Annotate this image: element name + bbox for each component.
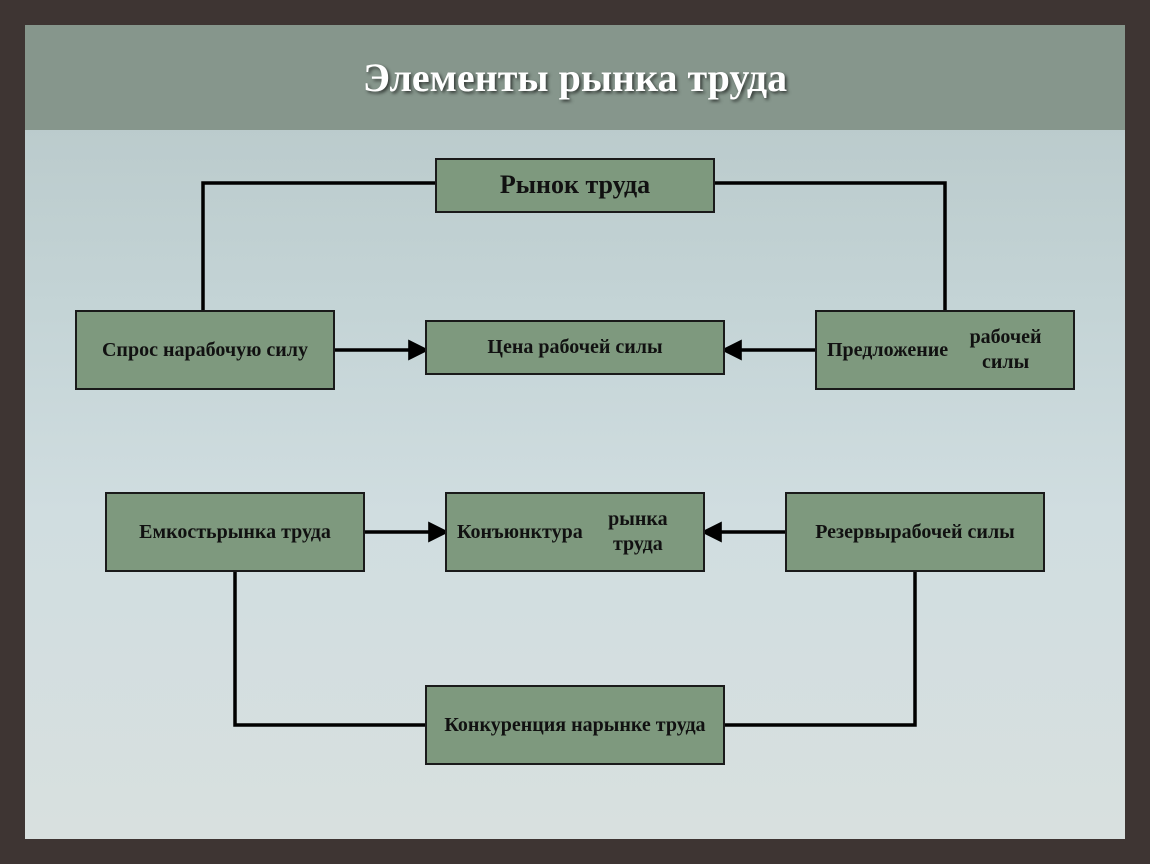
node-conj: Конъюнктурарынка труда xyxy=(445,492,705,572)
edge-root-demand xyxy=(203,183,435,310)
node-compet: Конкуренция нарынке труда xyxy=(425,685,725,765)
node-demand: Спрос нарабочую силу xyxy=(75,310,335,390)
slide-title: Элементы рынка труда xyxy=(363,54,787,101)
node-supply: Предложениерабочей силы xyxy=(815,310,1075,390)
title-band: Элементы рынка труда xyxy=(25,25,1125,130)
node-reserves: Резервырабочей силы xyxy=(785,492,1045,572)
node-root: Рынок труда xyxy=(435,158,715,213)
edge-capacity-compet xyxy=(235,572,425,725)
edge-root-supply xyxy=(715,183,945,310)
diagram-area: Рынок труда Спрос нарабочую силу Цена рабо… xyxy=(25,130,1125,839)
node-capacity: Емкостьрынка труда xyxy=(105,492,365,572)
node-price: Цена рабочей силы xyxy=(425,320,725,375)
edge-reserves-compet xyxy=(725,572,915,725)
slide-canvas: Элементы рынка труда Рынок труда Спрос на… xyxy=(25,25,1125,839)
